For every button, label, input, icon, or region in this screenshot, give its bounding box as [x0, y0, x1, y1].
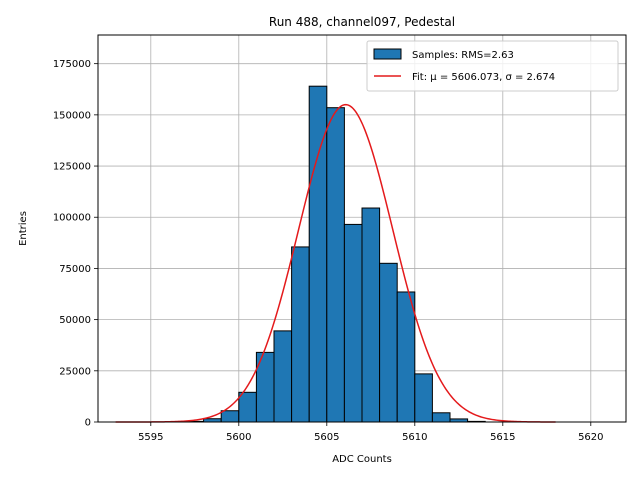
x-tick-label: 5610	[402, 432, 427, 443]
y-tick-label: 175000	[53, 59, 91, 70]
y-tick-label: 0	[85, 418, 91, 429]
histogram-bars	[185, 85, 486, 423]
histogram-bar	[220, 410, 240, 423]
histogram-bar	[361, 207, 381, 423]
plot-frame	[97, 34, 627, 423]
histogram-bar	[343, 223, 363, 423]
fit-curve-group	[115, 103, 556, 423]
histogram-bar	[291, 246, 310, 423]
histogram-bar	[379, 262, 398, 423]
x-tick-label: 5605	[314, 432, 339, 443]
histogram-bar	[431, 412, 451, 423]
y-tick-label: 100000	[53, 213, 91, 224]
y-tick-label: 150000	[53, 110, 91, 121]
legend-box	[366, 40, 619, 92]
histogram-bar	[326, 107, 345, 423]
histogram-bar	[414, 373, 433, 423]
x-axis-label: ADC Counts	[332, 454, 392, 465]
histogram-bar	[238, 391, 257, 423]
y-axis-ticks: 0 25000 50000 75000 100000 125000 150000 175000	[53, 59, 98, 429]
x-axis-ticks: 5595 5600 5605 5610 5615 5620	[138, 422, 604, 443]
y-axis-label: Entries	[18, 211, 29, 246]
legend-label-samples: Samples: RMS=2.63	[412, 50, 514, 61]
y-tick-label: 75000	[59, 264, 91, 275]
legend-label-fit: Fit: μ = 5606.073, σ = 2.674	[412, 72, 555, 83]
legend-swatch-samples	[373, 48, 402, 60]
legend: Samples: RMS=2.63 Fit: μ = 5606.073, σ =…	[366, 40, 619, 92]
histogram-bar	[273, 330, 293, 423]
x-tick-label: 5620	[578, 432, 603, 443]
chart-title: Run 488, channel097, Pedestal	[269, 15, 455, 29]
y-tick-label: 25000	[59, 366, 91, 377]
x-tick-label: 5615	[490, 432, 515, 443]
y-tick-label: 50000	[59, 315, 91, 326]
fit-curve	[115, 103, 556, 423]
y-tick-label: 125000	[53, 162, 91, 173]
histogram-bar	[396, 291, 416, 423]
x-tick-label: 5595	[138, 432, 163, 443]
x-tick-label: 5600	[226, 432, 251, 443]
